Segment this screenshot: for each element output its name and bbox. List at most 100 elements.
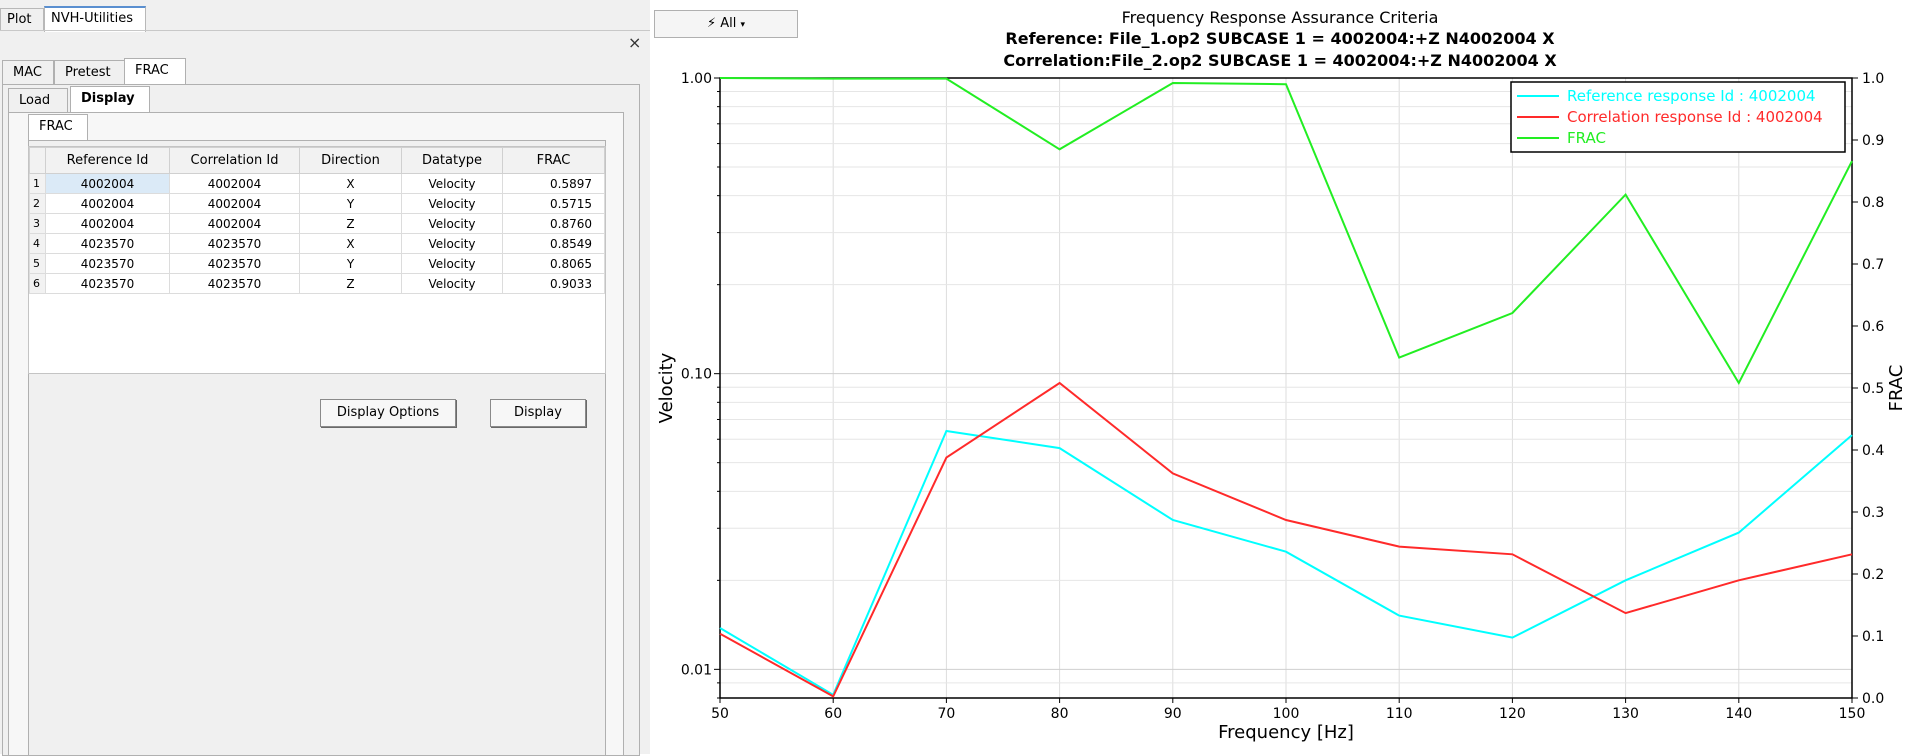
datatype-cell[interactable]: Velocity: [401, 273, 503, 294]
tab-display[interactable]: Display: [70, 86, 150, 113]
y2-tick-label: 0.2: [1862, 567, 1884, 583]
frac-cell[interactable]: 0.8065: [502, 253, 605, 274]
correlation-id-cell[interactable]: 4023570: [169, 273, 300, 294]
left-panel: Plot NVH-Utilities × MAC Pretest FRAC Lo…: [0, 0, 650, 756]
table-row[interactable]: 5 4023570 4023570 Y Velocity 0.8065: [29, 253, 605, 274]
display-button[interactable]: Display: [490, 399, 586, 427]
y-tick-label: 1.00: [681, 71, 712, 87]
correlation-id-cell[interactable]: 4023570: [169, 233, 300, 254]
row-number[interactable]: 1: [29, 173, 46, 194]
x-tick-label: 70: [937, 706, 955, 722]
y-tick-label: 0.10: [681, 367, 712, 383]
tab-frac[interactable]: FRAC: [124, 58, 186, 85]
x-tick-label: 110: [1386, 706, 1413, 722]
row-number[interactable]: 3: [29, 213, 46, 234]
main-tab-bar: MAC Pretest FRAC: [2, 58, 642, 85]
all-dropdown[interactable]: ⚡ All ▾: [654, 10, 798, 38]
frac-table: Reference Id Correlation Id Direction Da…: [29, 147, 605, 294]
x-tick-label: 60: [824, 706, 842, 722]
tab-load[interactable]: Load: [8, 88, 68, 113]
y2-tick-label: 0.7: [1862, 257, 1884, 273]
x-tick-label: 150: [1839, 706, 1866, 722]
direction-cell[interactable]: X: [299, 173, 402, 194]
reference-id-cell[interactable]: 4023570: [45, 253, 170, 274]
x-tick-label: 120: [1499, 706, 1526, 722]
table-row[interactable]: 2 4002004 4002004 Y Velocity 0.5715: [29, 193, 605, 214]
x-tick-label: 90: [1164, 706, 1182, 722]
frac-cell[interactable]: 0.8549: [502, 233, 605, 254]
x-tick-label: 130: [1612, 706, 1639, 722]
y2-axis-label: FRAC: [1886, 365, 1907, 412]
chevron-down-icon: ▾: [740, 20, 746, 30]
tab-plot[interactable]: Plot: [0, 8, 44, 31]
reference-id-cell[interactable]: 4023570: [45, 233, 170, 254]
tab-frac-inner[interactable]: FRAC: [28, 114, 88, 141]
lightning-icon: ⚡: [706, 16, 717, 31]
col-header-reference-id[interactable]: Reference Id: [45, 147, 170, 174]
display-options-button[interactable]: Display Options: [320, 399, 456, 427]
y2-tick-label: 0.1: [1862, 629, 1884, 645]
all-label: All: [720, 16, 737, 31]
row-number[interactable]: 4: [29, 233, 46, 254]
chart-subtitle-reference: Reference: File_1.op2 SUBCASE 1 = 400200…: [1005, 29, 1555, 48]
datatype-cell[interactable]: Velocity: [401, 193, 503, 214]
frac-cell[interactable]: 0.8760: [502, 213, 605, 234]
table-row[interactable]: 1 4002004 4002004 X Velocity 0.5897: [29, 173, 605, 194]
direction-cell[interactable]: Y: [299, 193, 402, 214]
row-number[interactable]: 6: [29, 273, 46, 294]
correlation-id-cell[interactable]: 4002004: [169, 173, 300, 194]
frac-cell[interactable]: 0.9033: [502, 273, 605, 294]
datatype-cell[interactable]: Velocity: [401, 233, 503, 254]
frac-cell[interactable]: 0.5715: [502, 193, 605, 214]
y2-tick-label: 0.8: [1862, 195, 1884, 211]
legend-entry: FRAC: [1567, 129, 1606, 147]
table-row[interactable]: 6 4023570 4023570 Z Velocity 0.9033: [29, 273, 605, 294]
y2-tick-label: 0.4: [1862, 443, 1884, 459]
correlation-id-cell[interactable]: 4023570: [169, 253, 300, 274]
series-line-0: [719, 429, 1853, 697]
y2-tick-label: 0.6: [1862, 319, 1884, 335]
tab-mac[interactable]: MAC: [2, 60, 54, 85]
series-line-2: [719, 77, 1853, 386]
y-axis-label: Velocity: [656, 352, 677, 423]
y2-tick-label: 0.0: [1862, 691, 1884, 707]
correlation-id-cell[interactable]: 4002004: [169, 193, 300, 214]
datatype-cell[interactable]: Velocity: [401, 253, 503, 274]
reference-id-cell[interactable]: 4002004: [45, 173, 170, 194]
reference-id-cell[interactable]: 4023570: [45, 273, 170, 294]
plot-frame: [719, 77, 1853, 699]
row-number[interactable]: 2: [29, 193, 46, 214]
datatype-cell[interactable]: Velocity: [401, 173, 503, 194]
chart-title: Frequency Response Assurance Criteria: [1121, 8, 1439, 27]
direction-cell[interactable]: Y: [299, 253, 402, 274]
row-number[interactable]: 5: [29, 253, 46, 274]
col-header-datatype[interactable]: Datatype: [401, 147, 503, 174]
reference-id-cell[interactable]: 4002004: [45, 213, 170, 234]
direction-cell[interactable]: Z: [299, 273, 402, 294]
correlation-id-cell[interactable]: 4002004: [169, 213, 300, 234]
direction-cell[interactable]: X: [299, 233, 402, 254]
tab-nvh-utilities[interactable]: NVH-Utilities: [44, 6, 146, 32]
col-header-direction[interactable]: Direction: [299, 147, 402, 174]
frac-plot[interactable]: 50 60 70 80 90 100 110 120 130 140 1500.010.101.00…: [640, 70, 1912, 754]
corner-header: [29, 147, 46, 174]
table-row[interactable]: 3 4002004 4002004 Z Velocity 0.8760: [29, 213, 605, 234]
datatype-cell[interactable]: Velocity: [401, 213, 503, 234]
col-header-frac[interactable]: FRAC: [502, 147, 605, 174]
x-tick-label: 50: [711, 706, 729, 722]
legend-entry: Reference response Id : 4002004: [1567, 87, 1816, 105]
table-header-row: Reference Id Correlation Id Direction Da…: [29, 147, 605, 174]
tab-pretest[interactable]: Pretest: [54, 60, 126, 85]
sub-tab-bar: Load Display: [8, 86, 608, 113]
y2-tick-label: 0.3: [1862, 505, 1884, 521]
y-tick-label: 0.01: [681, 662, 712, 678]
reference-id-cell[interactable]: 4002004: [45, 193, 170, 214]
table-row[interactable]: 4 4023570 4023570 X Velocity 0.8549: [29, 233, 605, 254]
close-icon[interactable]: ×: [628, 33, 642, 52]
col-header-correlation-id[interactable]: Correlation Id: [169, 147, 300, 174]
y2-tick-label: 0.5: [1862, 381, 1884, 397]
direction-cell[interactable]: Z: [299, 213, 402, 234]
inner-tab-bar: FRAC: [28, 114, 128, 141]
chart-subtitle-correlation: Correlation:File_2.op2 SUBCASE 1 = 40020…: [1003, 51, 1557, 70]
frac-cell[interactable]: 0.5897: [502, 173, 605, 194]
